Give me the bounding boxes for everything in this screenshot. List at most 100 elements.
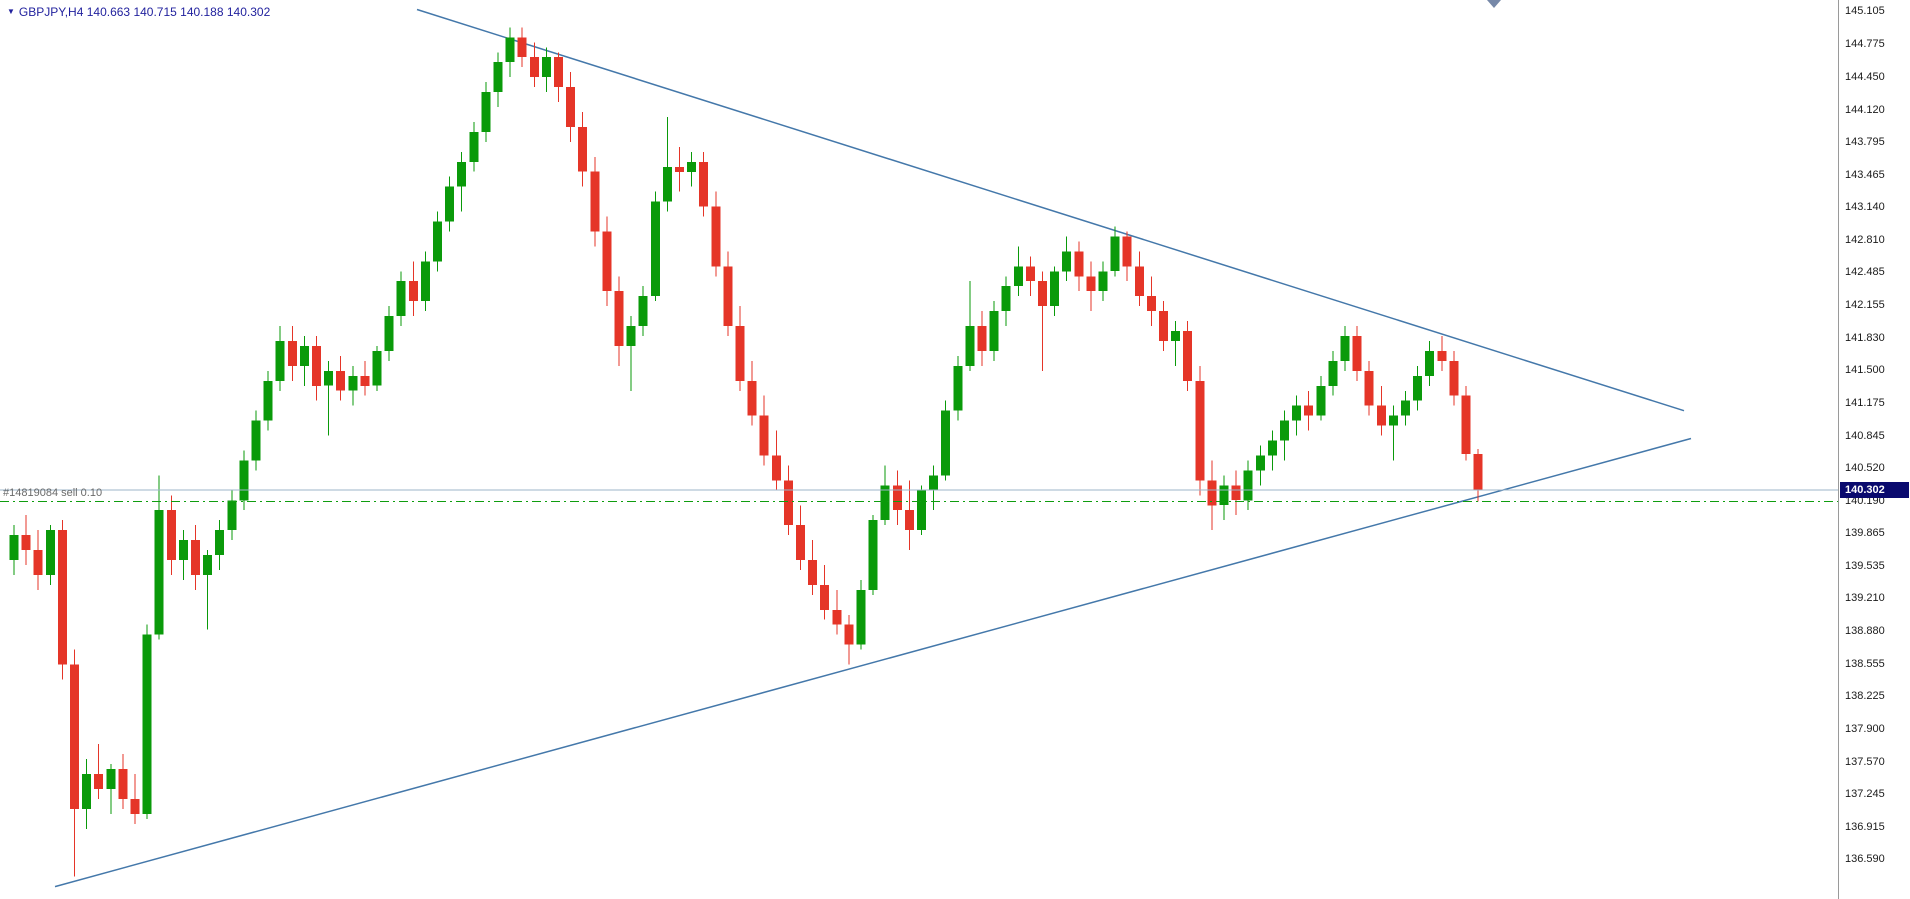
candle-body — [1401, 400, 1410, 416]
candle-body — [360, 375, 370, 386]
candle-body — [420, 261, 430, 302]
candle-body — [662, 166, 672, 202]
candle-body — [929, 475, 939, 491]
candle-body — [1219, 485, 1229, 506]
price-axis-label: 145.105 — [1845, 5, 1885, 18]
candle-body — [1413, 375, 1423, 401]
candle-body — [783, 480, 793, 526]
candle-body — [880, 485, 890, 521]
candle-body — [263, 380, 273, 421]
price-axis-label: 142.155 — [1845, 299, 1885, 312]
candle-body — [1280, 420, 1289, 441]
chart-ohlc-text: GBPJPY,H4 140.663 140.715 140.188 140.30… — [18, 5, 271, 19]
candle-body — [1025, 266, 1035, 282]
candle-body — [820, 584, 830, 610]
candle-body — [989, 311, 999, 351]
candle-body — [566, 87, 576, 127]
candle-body — [1183, 331, 1193, 381]
candle-body — [154, 510, 164, 635]
candle-body — [614, 291, 624, 346]
price-axis-label: 136.590 — [1845, 853, 1885, 866]
candle-body — [82, 774, 92, 809]
candle-body — [626, 326, 636, 346]
candle-body — [191, 540, 200, 575]
candle-body — [1461, 395, 1471, 455]
candle-body — [1171, 331, 1181, 341]
price-axis-label: 143.140 — [1845, 201, 1885, 214]
price-axis-label: 138.880 — [1845, 625, 1885, 638]
candle-body — [1364, 370, 1374, 406]
price-axis-label: 138.555 — [1845, 657, 1885, 670]
candle-body — [130, 798, 140, 814]
candle-body — [239, 460, 249, 501]
candle-body — [1388, 415, 1398, 426]
candle-body — [457, 161, 467, 187]
candle-body — [735, 326, 745, 381]
candle-body — [578, 126, 588, 172]
candle-body — [1376, 405, 1386, 426]
chart-shift-marker-icon[interactable] — [1487, 0, 1501, 8]
candle-body — [336, 370, 346, 391]
candle-body — [844, 624, 854, 645]
candle-body — [1013, 266, 1023, 287]
price-axis-label: 139.535 — [1845, 560, 1885, 572]
candle-body — [1328, 360, 1338, 386]
candle-body — [1110, 236, 1120, 272]
trendline-upper[interactable] — [416, 8, 1685, 412]
candle-body — [868, 520, 878, 590]
price-axis-label: 142.485 — [1845, 266, 1885, 279]
chart-canvas[interactable]: ▼ GBPJPY,H4 140.663 140.715 140.188 140.… — [0, 0, 1838, 899]
price-axis-label: 137.570 — [1845, 755, 1885, 768]
candle-body — [493, 62, 503, 93]
price-axis-label: 143.465 — [1845, 168, 1885, 181]
price-axis-label: 136.915 — [1845, 820, 1885, 833]
candle-body — [650, 201, 660, 297]
candle-body — [396, 281, 406, 316]
candle-body — [1437, 350, 1447, 361]
candle-body — [142, 634, 152, 814]
candle-body — [1304, 405, 1314, 416]
candle-body — [554, 57, 563, 88]
candle-body — [602, 231, 612, 292]
price-axis-label: 140.845 — [1845, 429, 1885, 442]
candle-body — [1074, 251, 1084, 277]
candle-body — [1292, 405, 1302, 421]
candle-body — [699, 161, 709, 207]
candle-body — [1449, 360, 1459, 396]
candle-body — [796, 525, 805, 560]
candle-body — [1473, 454, 1483, 491]
candle-body — [904, 510, 914, 531]
price-axis-label: 139.865 — [1845, 527, 1885, 540]
candle-body — [118, 769, 128, 799]
candle-body — [287, 341, 297, 366]
candle-body — [166, 510, 176, 560]
candle-body — [529, 57, 539, 78]
candle-body — [808, 560, 818, 585]
candle-body — [1098, 271, 1108, 292]
candle-body — [771, 455, 781, 481]
candle-body — [1159, 311, 1168, 341]
candle-body — [953, 365, 963, 411]
price-axis-label: 137.900 — [1845, 722, 1885, 735]
candle-body — [1316, 385, 1326, 416]
candle-body — [1207, 480, 1217, 506]
candle-body — [178, 540, 188, 560]
candle-body — [892, 485, 902, 511]
price-axis-label: 140.520 — [1845, 461, 1885, 474]
order-line-label[interactable]: #14819084 sell 0.10 — [3, 487, 103, 499]
price-axis[interactable]: 140.302 145.105 144.775 144.450 144.120 143.… — [1838, 0, 1910, 899]
price-axis-label: 141.175 — [1845, 396, 1885, 409]
candle-body — [977, 326, 987, 351]
candle-body — [1267, 440, 1277, 456]
candle-body — [759, 415, 769, 456]
candle-body — [408, 281, 418, 302]
candle-body — [505, 37, 515, 63]
candle-body — [1001, 286, 1011, 312]
candle-body — [965, 326, 975, 366]
candle-body — [372, 350, 382, 386]
candle-body — [1352, 336, 1362, 371]
candle-body — [445, 186, 455, 222]
candle-body — [941, 410, 951, 476]
trendline-lower[interactable] — [54, 437, 1692, 888]
symbol-marker-icon: ▼ — [7, 7, 15, 16]
